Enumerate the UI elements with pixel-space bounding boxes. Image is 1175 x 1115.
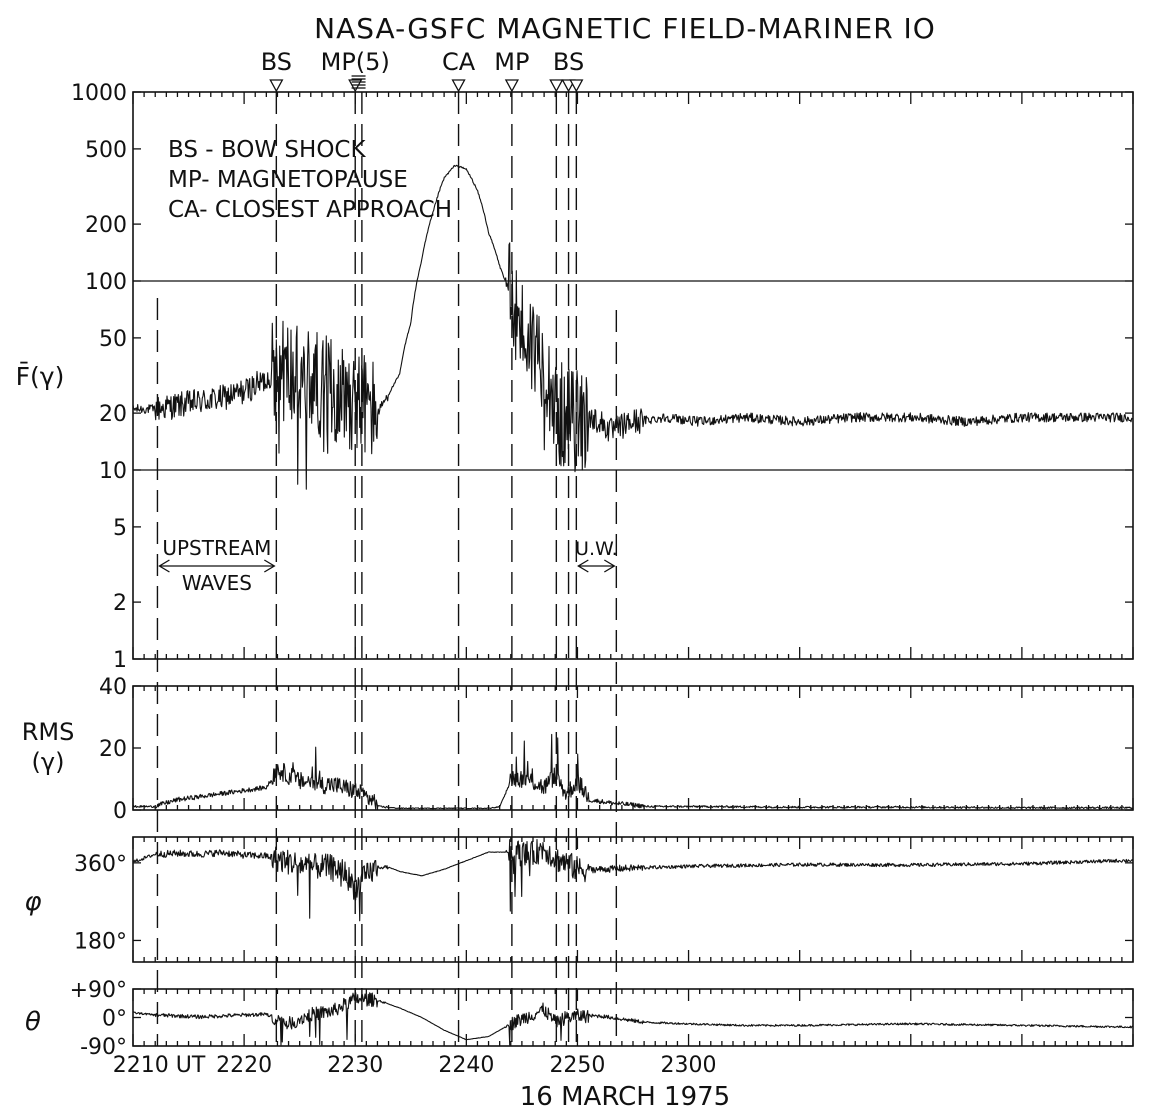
event-markers: BS MP(5) CA MP BS	[261, 48, 584, 93]
event-marker-triangle	[269, 79, 284, 93]
ylabel-rms-1: RMS	[22, 718, 75, 746]
x-tick-label: 2230	[327, 1053, 383, 1078]
y-tick-label: 5	[113, 516, 127, 541]
y-tick-label: 100	[85, 270, 127, 295]
ylabel-rms-2: (γ)	[32, 748, 65, 776]
y-tick-label: 180°	[74, 929, 127, 954]
y-tick-label: 360°	[74, 852, 127, 877]
legend-entry-bs: BS - BOW SHOCK	[168, 137, 366, 163]
y-tick-label: 500	[85, 138, 127, 163]
event-marker-label: BS	[553, 48, 584, 76]
event-marker-triangle	[569, 79, 584, 93]
event-marker-label: MP	[494, 48, 529, 76]
y-tick-label: 200	[85, 213, 127, 238]
event-marker-triangle	[549, 79, 564, 93]
trace-phi	[132, 839, 1134, 922]
x-tick-labels: 2210 UT 2220 2230 2240 2250 2300	[113, 1053, 717, 1078]
event-marker-triangle	[451, 79, 466, 93]
x-tick-label: 2300	[661, 1053, 717, 1078]
panel-frame-theta	[132, 988, 1134, 1047]
panel-frame-rms	[132, 685, 1134, 811]
annotations: UPSTREAM WAVES U.W.	[158, 536, 618, 595]
arrowhead	[603, 559, 616, 573]
y-tick-label: +90°	[70, 978, 127, 1003]
y-tick-label: 20	[99, 737, 127, 762]
y-tick-label: 20	[99, 402, 127, 427]
event-marker-label: BS	[261, 48, 292, 76]
annotation-uw: U.W.	[575, 538, 618, 560]
chart-title: NASA-GSFC MAGNETIC FIELD-MARINER IO	[314, 12, 936, 45]
data-traces	[132, 164, 1134, 1046]
event-marker-label: CA	[442, 48, 476, 76]
x-axis-label: 16 MARCH 1975	[520, 1082, 730, 1112]
legend-entry-mp: MP- MAGNETOPAUSE	[168, 167, 408, 193]
axis-ticks: 100050020010050201052140200360°180°+90°0…	[70, 81, 1134, 1060]
event-dashed-lines	[156, 92, 618, 1046]
event-marker-label: MP(5)	[321, 48, 390, 76]
y-tick-label: 50	[99, 327, 127, 352]
x-tick-label: 2210 UT	[113, 1053, 206, 1078]
annotation-waves: WAVES	[182, 571, 252, 595]
trace-theta	[133, 992, 1134, 1046]
y-tick-label: 2	[113, 591, 127, 616]
reference-lines	[133, 280, 1133, 471]
y-tick-label: 0°	[102, 1007, 127, 1032]
annotation-upstream: UPSTREAM	[162, 536, 271, 560]
trace-f	[132, 164, 1134, 490]
y-tick-label: 1	[113, 648, 127, 673]
y-tick-label: 0	[113, 799, 127, 824]
arrowhead	[263, 559, 276, 573]
event-marker-triangle	[504, 79, 519, 93]
ylabel-theta: θ	[25, 1007, 41, 1037]
y-tick-label: 10	[99, 459, 127, 484]
ylabel-phi: φ	[24, 887, 41, 917]
y-tick-label: 40	[99, 675, 127, 700]
y-tick-label: 1000	[71, 81, 127, 106]
trace-rms	[132, 733, 1134, 810]
legend-entry-ca: CA- CLOSEST APPROACH	[168, 197, 452, 223]
x-tick-label: 2240	[438, 1053, 494, 1078]
arrowhead	[577, 559, 589, 573]
y-tick-label: -90°	[80, 1035, 127, 1060]
legend: BS - BOW SHOCK MP- MAGNETOPAUSE CA- CLOS…	[168, 137, 452, 223]
arrowhead	[158, 559, 170, 573]
x-tick-label: 2250	[549, 1053, 605, 1078]
ylabel-field: F̄(γ)	[16, 361, 65, 391]
x-tick-label: 2220	[216, 1053, 272, 1078]
